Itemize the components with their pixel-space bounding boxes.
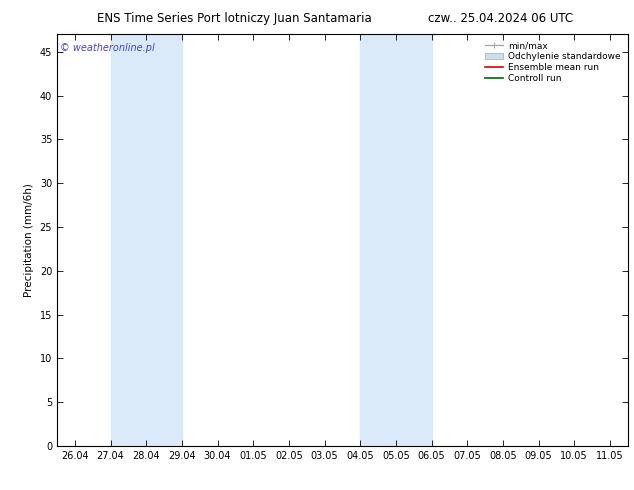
- Y-axis label: Precipitation (mm/6h): Precipitation (mm/6h): [24, 183, 34, 297]
- Text: ENS Time Series Port lotniczy Juan Santamaria: ENS Time Series Port lotniczy Juan Santa…: [97, 12, 372, 25]
- Legend: min/max, Odchylenie standardowe, Ensemble mean run, Controll run: min/max, Odchylenie standardowe, Ensembl…: [482, 39, 623, 86]
- Text: © weatheronline.pl: © weatheronline.pl: [60, 43, 155, 52]
- Bar: [360, 34, 432, 446]
- Bar: [110, 34, 182, 446]
- Text: czw.. 25.04.2024 06 UTC: czw.. 25.04.2024 06 UTC: [429, 12, 573, 25]
